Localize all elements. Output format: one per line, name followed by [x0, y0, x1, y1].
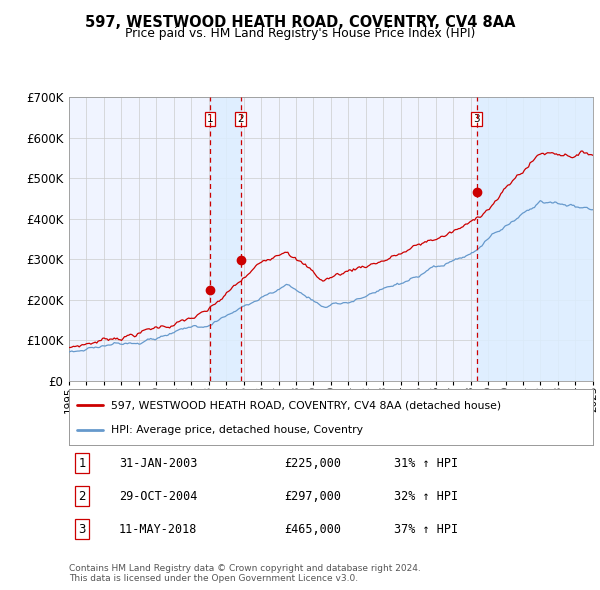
Text: 37% ↑ HPI: 37% ↑ HPI [394, 523, 458, 536]
Text: 32% ↑ HPI: 32% ↑ HPI [394, 490, 458, 503]
Text: 1: 1 [207, 114, 214, 123]
Text: 31-JAN-2003: 31-JAN-2003 [119, 457, 197, 470]
Text: £225,000: £225,000 [284, 457, 341, 470]
Text: HPI: Average price, detached house, Coventry: HPI: Average price, detached house, Cove… [111, 425, 363, 435]
Text: 29-OCT-2004: 29-OCT-2004 [119, 490, 197, 503]
Text: 31% ↑ HPI: 31% ↑ HPI [394, 457, 458, 470]
Text: 2: 2 [79, 490, 86, 503]
Text: 597, WESTWOOD HEATH ROAD, COVENTRY, CV4 8AA (detached house): 597, WESTWOOD HEATH ROAD, COVENTRY, CV4 … [111, 400, 501, 410]
Text: 1: 1 [79, 457, 86, 470]
Text: 3: 3 [79, 523, 86, 536]
Text: Contains HM Land Registry data © Crown copyright and database right 2024.: Contains HM Land Registry data © Crown c… [69, 565, 421, 573]
Bar [210, 97, 241, 381]
Text: £465,000: £465,000 [284, 523, 341, 536]
Text: This data is licensed under the Open Government Licence v3.0.: This data is licensed under the Open Gov… [69, 574, 358, 583]
Text: 11-MAY-2018: 11-MAY-2018 [119, 523, 197, 536]
Text: 597, WESTWOOD HEATH ROAD, COVENTRY, CV4 8AA: 597, WESTWOOD HEATH ROAD, COVENTRY, CV4 … [85, 15, 515, 30]
Text: £297,000: £297,000 [284, 490, 341, 503]
Bar [477, 97, 593, 381]
Text: 2: 2 [238, 114, 244, 123]
Text: 3: 3 [473, 114, 480, 123]
Text: Price paid vs. HM Land Registry's House Price Index (HPI): Price paid vs. HM Land Registry's House … [125, 27, 475, 40]
